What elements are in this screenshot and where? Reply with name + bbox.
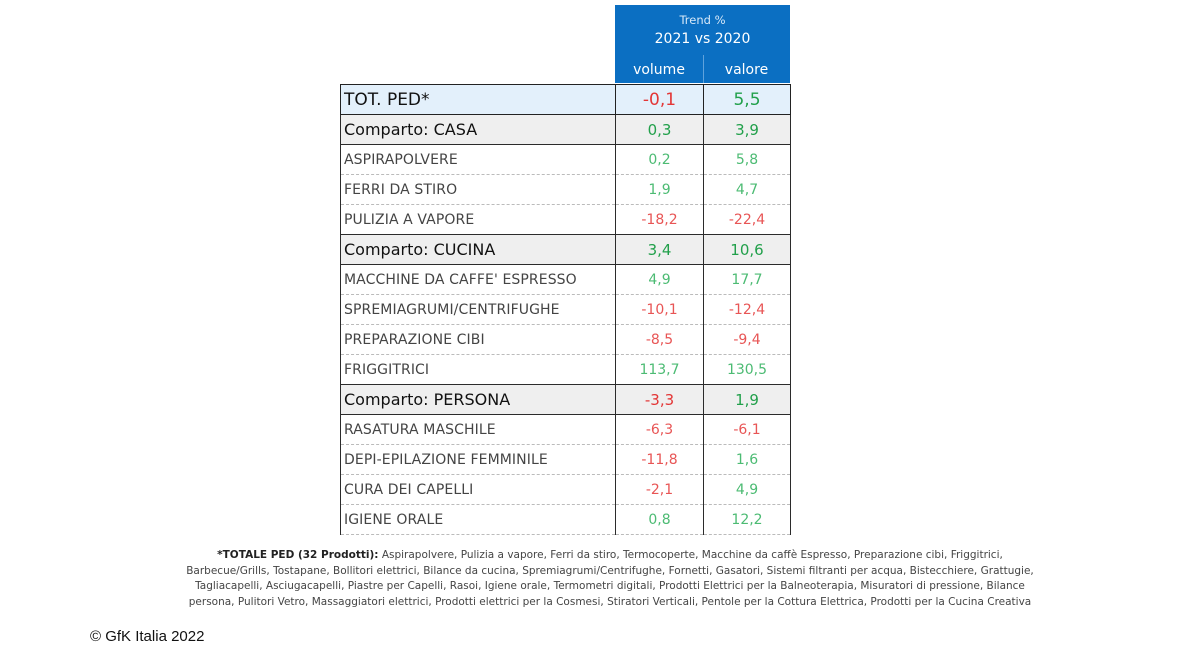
table-row: SPREMIAGRUMI/CENTRIFUGHE -10,1 -12,4 — [340, 294, 791, 325]
valore-value: -9,4 — [703, 324, 791, 355]
valore-value: 3,9 — [703, 114, 791, 145]
volume-value: -2,1 — [615, 474, 704, 505]
valore-value: -22,4 — [703, 204, 791, 235]
row-label: TOT. PED* — [340, 84, 616, 115]
footnote-line: Aspirapolvere, Pulizia a vapore, Ferri d… — [378, 549, 1003, 561]
footnote-heading: *TOTALE PED (32 Prodotti): — [217, 549, 379, 561]
row-label: DEPI-EPILAZIONE FEMMINILE — [340, 444, 616, 475]
volume-value: 1,9 — [615, 174, 704, 205]
volume-value: 3,4 — [615, 234, 704, 265]
row-label: FRIGGITRICI — [340, 354, 616, 385]
row-label: PREPARAZIONE CIBI — [340, 324, 616, 355]
volume-value: -18,2 — [615, 204, 704, 235]
table-row: MACCHINE DA CAFFE' ESPRESSO 4,9 17,7 — [340, 264, 791, 295]
trend-table-body: TOT. PED* -0,1 5,5 Comparto: CASA 0,3 3,9 ASPI… — [340, 84, 791, 535]
row-label: Comparto: PERSONA — [340, 384, 616, 415]
volume-value: -8,5 — [615, 324, 704, 355]
footnote: *TOTALE PED (32 Prodotti): Aspirapolvere… — [150, 548, 1070, 610]
row-label: RASATURA MASCHILE — [340, 414, 616, 445]
row-label: IGIENE ORALE — [340, 504, 616, 535]
row-label: MACCHINE DA CAFFE' ESPRESSO — [340, 264, 616, 295]
row-label: SPREMIAGRUMI/CENTRIFUGHE — [340, 294, 616, 325]
valore-value: 5,5 — [703, 84, 791, 115]
column-header-volume: volume — [633, 62, 685, 78]
valore-value: -12,4 — [703, 294, 791, 325]
trend-label: Trend % — [679, 13, 726, 27]
footnote-line: Barbecue/Grills, Tostapane, Bollitori el… — [186, 564, 1034, 577]
valore-value: 1,6 — [703, 444, 791, 475]
column-header-valore: valore — [724, 62, 769, 78]
valore-value: 130,5 — [703, 354, 791, 385]
valore-value: 1,9 — [703, 384, 791, 415]
footnote-line: Tagliacapelli, Asciugacapelli, Piastre p… — [195, 580, 1025, 592]
footnote-line: persona, Pulitori Vetro, Massaggiatori e… — [188, 595, 1032, 608]
row-label: CURA DEI CAPELLI — [340, 474, 616, 505]
row-label: ASPIRAPOLVERE — [340, 144, 616, 175]
valore-value: 5,8 — [703, 144, 791, 175]
valore-value: 4,9 — [703, 474, 791, 505]
table-row: DEPI-EPILAZIONE FEMMINILE -11,8 1,6 — [340, 444, 791, 475]
years-label: 2021 vs 2020 — [654, 31, 751, 47]
section-row: Comparto: PERSONA -3,3 1,9 — [340, 384, 791, 415]
table-row: IGIENE ORALE 0,8 12,2 — [340, 504, 791, 535]
copyright: © GfK Italia 2022 — [90, 628, 205, 645]
volume-value: 113,7 — [615, 354, 704, 385]
row-label: Comparto: CUCINA — [340, 234, 616, 265]
valore-value: 10,6 — [703, 234, 791, 265]
table-row: ASPIRAPOLVERE 0,2 5,8 — [340, 144, 791, 175]
row-label: PULIZIA A VAPORE — [340, 204, 616, 235]
volume-value: 4,9 — [615, 264, 704, 295]
table-row: FERRI DA STIRO 1,9 4,7 — [340, 174, 791, 205]
row-label: FERRI DA STIRO — [340, 174, 616, 205]
section-row: Comparto: CASA 0,3 3,9 — [340, 114, 791, 145]
total-row: TOT. PED* -0,1 5,5 — [340, 84, 791, 115]
volume-value: -3,3 — [615, 384, 704, 415]
row-label: Comparto: CASA — [340, 114, 616, 145]
volume-value: 0,8 — [615, 504, 704, 535]
valore-value: 4,7 — [703, 174, 791, 205]
table-row: PREPARAZIONE CIBI -8,5 -9,4 — [340, 324, 791, 355]
volume-value: -0,1 — [615, 84, 704, 115]
table-row: PULIZIA A VAPORE -18,2 -22,4 — [340, 204, 791, 235]
section-row: Comparto: CUCINA 3,4 10,6 — [340, 234, 791, 265]
volume-value: 0,2 — [615, 144, 704, 175]
trend-table: TOT. PED* -0,1 5,5 Comparto: CASA 0,3 3,9 ASPI… — [340, 84, 791, 535]
table-header: Trend % 2021 vs 2020 volume valore — [615, 5, 790, 83]
table-row: FRIGGITRICI 113,7 130,5 — [340, 354, 791, 385]
valore-value: -6,1 — [703, 414, 791, 445]
volume-value: -11,8 — [615, 444, 704, 475]
header-divider — [703, 55, 704, 83]
volume-value: 0,3 — [615, 114, 704, 145]
volume-value: -10,1 — [615, 294, 704, 325]
table-row: RASATURA MASCHILE -6,3 -6,1 — [340, 414, 791, 445]
valore-value: 12,2 — [703, 504, 791, 535]
valore-value: 17,7 — [703, 264, 791, 295]
volume-value: -6,3 — [615, 414, 704, 445]
table-row: CURA DEI CAPELLI -2,1 4,9 — [340, 474, 791, 505]
